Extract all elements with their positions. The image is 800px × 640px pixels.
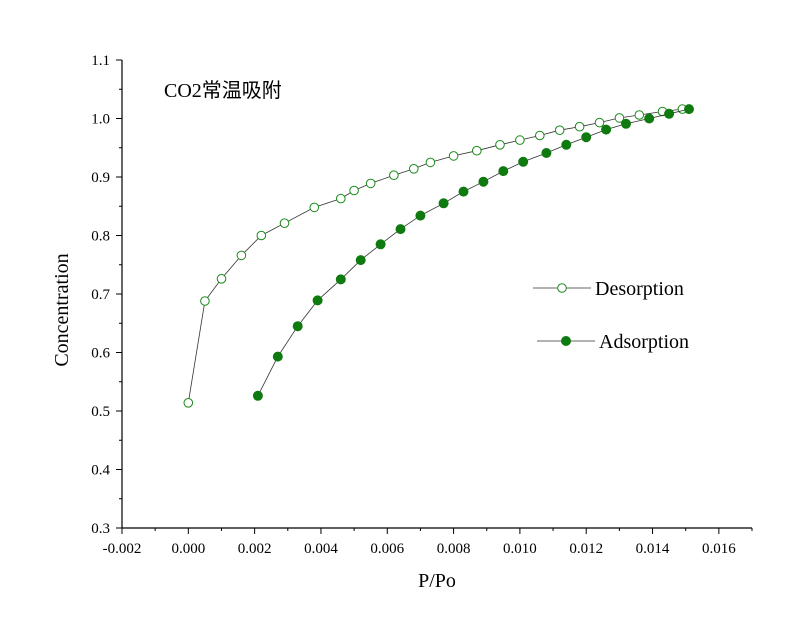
adsorption-point <box>644 113 655 124</box>
desorption-point <box>515 135 525 145</box>
legend-adsorption-marker <box>561 336 571 346</box>
legend-desorption-marker <box>557 283 567 293</box>
desorption-point <box>309 202 320 213</box>
desorption-point <box>472 145 482 156</box>
adsorption-series-line <box>257 108 690 396</box>
desorption-point <box>256 230 267 241</box>
chart-annotation: CO2常温吸附 <box>164 79 282 102</box>
adsorption-point <box>518 156 529 167</box>
x-tick-label: 0.002 <box>238 541 272 557</box>
desorption-point <box>634 110 645 120</box>
x-tick-label: 0.016 <box>702 541 736 557</box>
adsorption-point <box>312 295 323 306</box>
desorption-point <box>614 113 625 123</box>
adsorption-point <box>415 210 426 221</box>
x-tick-label: 0.012 <box>569 541 603 557</box>
adsorption-point <box>541 148 552 158</box>
adsorption-point <box>478 176 489 187</box>
adsorption-point <box>355 255 366 266</box>
adsorption-point <box>335 274 346 285</box>
desorption-point <box>183 398 194 408</box>
x-tick-label: -0.002 <box>103 541 142 557</box>
desorption-point <box>279 218 290 228</box>
desorption-point <box>349 185 359 196</box>
desorption-point <box>200 296 210 306</box>
y-tick-label: 0.6 <box>91 346 110 362</box>
legend: Desorption Adsorption <box>533 278 689 353</box>
adsorption-point <box>438 198 449 209</box>
adsorption-point <box>621 118 631 129</box>
adsorption-point <box>375 239 386 250</box>
adsorption-point <box>272 351 283 362</box>
y-tick-label: 0.9 <box>91 170 110 186</box>
x-tick-label: 0.008 <box>437 541 471 557</box>
desorption-point <box>236 250 247 261</box>
legend-adsorption-label: Adsorption <box>599 331 689 353</box>
desorption-point <box>365 178 376 189</box>
desorption-point <box>425 157 436 168</box>
adsorption-point <box>601 124 612 135</box>
desorption-point <box>336 193 346 204</box>
adsorption-point <box>684 104 694 115</box>
legend-desorption-label: Desorption <box>595 278 684 300</box>
desorption-point <box>495 140 505 150</box>
x-tick-label: 0.000 <box>171 541 205 557</box>
desorption-point <box>594 117 605 128</box>
adsorption-point <box>664 108 675 119</box>
x-tick-label: 0.004 <box>304 541 338 557</box>
x-tick-label: 0.010 <box>503 541 537 557</box>
y-tick-label: 0.7 <box>91 287 110 303</box>
x-axis-title: P/Po <box>418 570 456 592</box>
y-tick-label: 0.4 <box>91 463 110 479</box>
adsorption-point <box>581 132 592 143</box>
adsorption-point <box>292 321 303 332</box>
y-tick-label: 1.1 <box>91 53 110 69</box>
desorption-point <box>389 170 399 180</box>
y-tick-label: 0.8 <box>91 229 110 245</box>
x-tick-label: 0.014 <box>636 541 670 557</box>
desorption-point <box>535 130 545 141</box>
y-tick-label: 1.0 <box>91 112 110 128</box>
desorption-point <box>216 274 227 284</box>
adsorption-point <box>561 139 572 150</box>
adsorption-point <box>458 186 469 197</box>
adsorption-point <box>395 224 406 235</box>
y-axis-title: Concentration <box>51 253 73 366</box>
desorption-point <box>554 125 565 135</box>
y-tick-label: 0.3 <box>91 521 110 537</box>
desorption-point <box>574 121 585 132</box>
axes: -0.002 0.000 0.002 0.004 0.006 0.008 0.010 0.01… <box>91 53 753 557</box>
desorption-series-line <box>187 108 683 403</box>
plot-area <box>183 104 694 408</box>
x-tick-label: 0.006 <box>370 541 404 557</box>
adsorption-point <box>252 390 263 401</box>
y-tick-label: 0.5 <box>91 404 110 420</box>
desorption-point <box>448 151 459 161</box>
desorption-point <box>409 164 419 174</box>
adsorption-point <box>498 166 509 177</box>
